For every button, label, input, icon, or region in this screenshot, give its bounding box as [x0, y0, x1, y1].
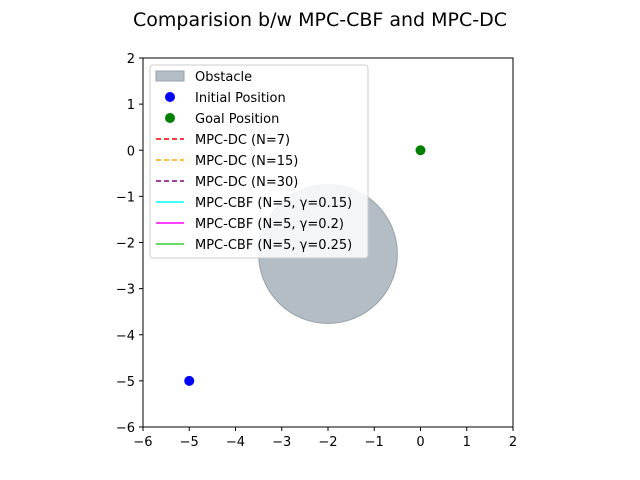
y-tick-label: −6 [116, 421, 135, 436]
legend-entry: Initial Position [165, 91, 286, 106]
legend: Obstacle Initial Position Goal Position MPC… [149, 64, 369, 259]
x-tick-label: 0 [416, 435, 424, 450]
x-tick-label: −6 [133, 435, 152, 450]
x-tick-label: −2 [318, 435, 337, 450]
y-tick-label: −5 [116, 375, 135, 390]
y-tick-label: 2 [127, 52, 135, 67]
x-tick-label: −3 [272, 435, 291, 450]
legend-label: MPC-CBF (N=5, γ=0.2) [195, 217, 344, 232]
legend-entry: MPC-DC (N=15) [156, 154, 298, 169]
x-tick-label: 1 [463, 435, 471, 450]
legend-label: MPC-DC (N=7) [195, 133, 290, 148]
legend-label: MPC-CBF (N=5, γ=0.25) [195, 238, 352, 253]
initial-position-point [184, 375, 195, 386]
y-tick-label: 0 [127, 144, 135, 159]
legend-entry: MPC-CBF (N=5, γ=0.25) [156, 238, 352, 253]
legend-box [149, 64, 369, 259]
legend-entry: MPC-DC (N=30) [156, 175, 298, 190]
legend-swatch-marker [165, 92, 175, 102]
x-tick-label: 2 [509, 435, 517, 450]
legend-swatch-patch [155, 70, 185, 82]
y-tick-label: −2 [116, 237, 135, 252]
legend-label: Initial Position [195, 91, 286, 106]
y-tick-label: −4 [116, 329, 135, 344]
legend-entry: MPC-CBF (N=5, γ=0.15) [156, 196, 352, 211]
chart-title: Comparision b/w MPC-CBF and MPC-DC [133, 9, 507, 31]
legend-entry: Obstacle [155, 70, 252, 85]
legend-entry: Goal Position [165, 112, 279, 127]
x-tick-label: −1 [365, 435, 384, 450]
y-tick-label: 1 [127, 98, 135, 113]
legend-entry: MPC-CBF (N=5, γ=0.2) [156, 217, 344, 232]
legend-entry: MPC-DC (N=7) [156, 133, 290, 148]
y-tick-label: −1 [116, 190, 135, 205]
legend-label: Obstacle [195, 70, 252, 85]
legend-swatch-marker [165, 113, 175, 123]
axes: −6 −5 −4 −3 −2 −1 0 1 2 2 1 0 −1 −2 −3 −4 −5 −6 [116, 52, 517, 450]
goal-position-point [415, 145, 426, 156]
x-tick-label: −4 [226, 435, 245, 450]
legend-label: MPC-DC (N=30) [195, 175, 298, 190]
y-tick-label: −3 [116, 283, 135, 298]
x-tick-label: −5 [180, 435, 199, 450]
legend-label: MPC-DC (N=15) [195, 154, 298, 169]
legend-label: MPC-CBF (N=5, γ=0.15) [195, 196, 352, 211]
legend-label: Goal Position [195, 112, 279, 127]
